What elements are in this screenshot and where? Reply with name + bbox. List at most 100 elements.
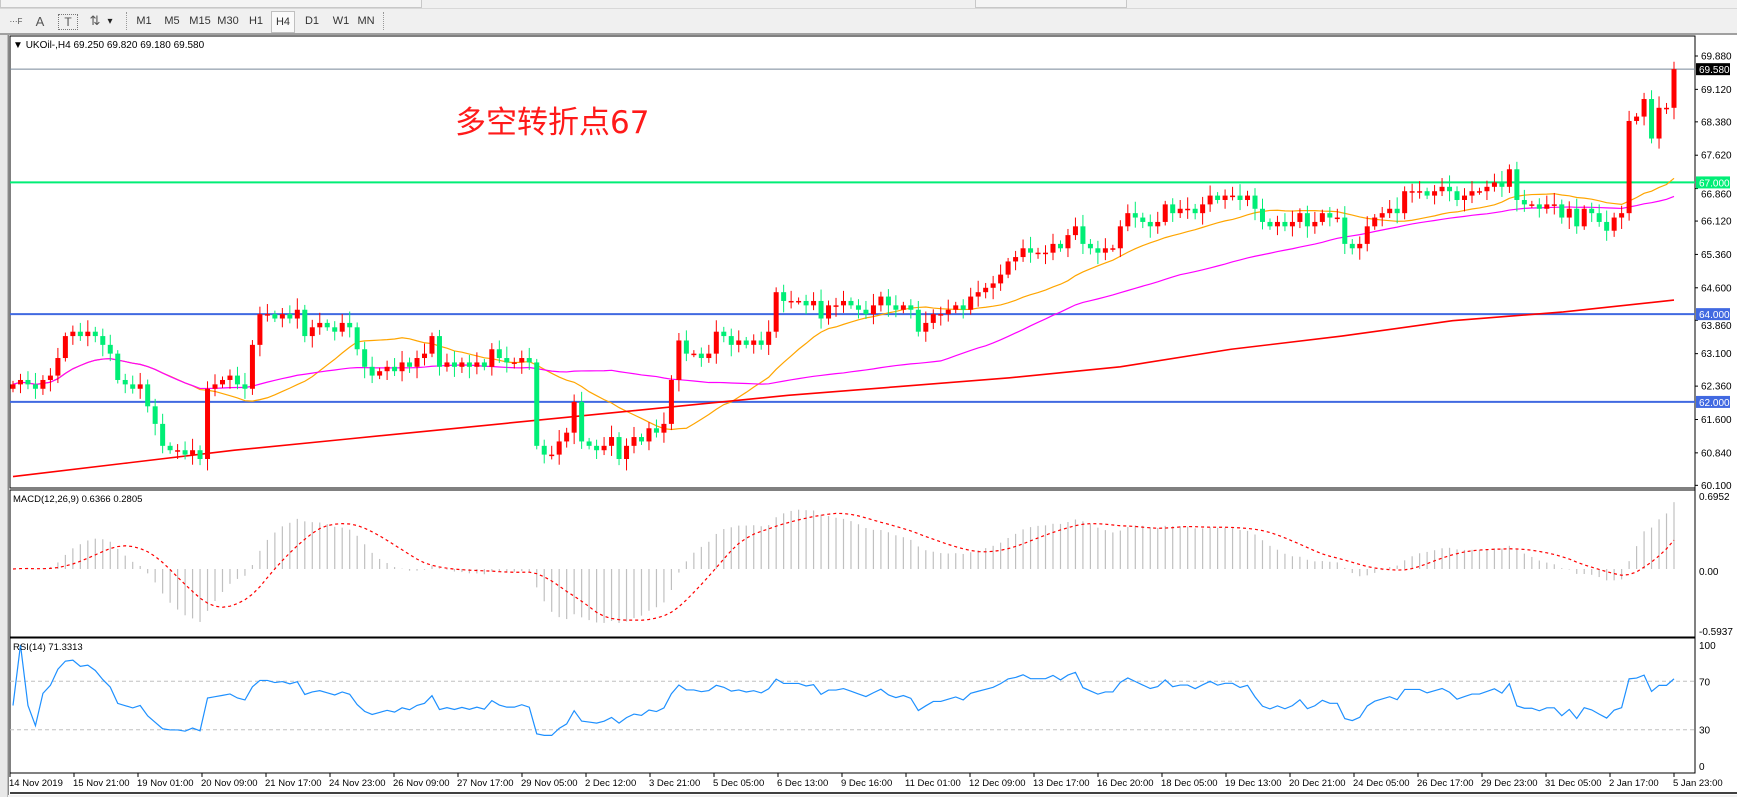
- text-tool-icon[interactable]: A: [35, 13, 45, 29]
- candle-body: [257, 314, 263, 345]
- toolbar-top-row: [0, 0, 1737, 9]
- timeframe-button-h4[interactable]: H4: [271, 11, 295, 33]
- macd-axis-label: 0.00: [1699, 567, 1719, 578]
- candle-body: [736, 340, 742, 345]
- candle-body: [1364, 226, 1370, 244]
- timeframe-button-h1[interactable]: H1: [248, 15, 264, 27]
- candle-body: [1005, 261, 1011, 275]
- candle-body: [92, 331, 98, 337]
- price-line-label: 62.000: [1699, 398, 1730, 409]
- candle-body: [25, 379, 31, 385]
- candle-body: [264, 314, 270, 316]
- left-window-border: [0, 35, 8, 797]
- rsi-pane[interactable]: [9, 637, 1696, 774]
- candle-body: [1185, 208, 1191, 211]
- dropdown-arrow-icon[interactable]: ▾: [107, 15, 113, 27]
- candle-body: [1379, 213, 1385, 218]
- candle-body: [1529, 204, 1535, 206]
- rsi-title: RSI(14) 71.3313: [13, 642, 83, 653]
- candle-body: [556, 441, 562, 455]
- candle-body: [279, 314, 285, 319]
- current-price-tag: [1696, 63, 1730, 76]
- candle-body: [1566, 208, 1572, 218]
- main-pane[interactable]: [9, 35, 1696, 489]
- rsi-axis-label: 30: [1699, 726, 1711, 737]
- chart-canvas[interactable]: 69.880 69.120 68.380 67.620 66.860 66.120 65.3…: [9, 35, 1737, 795]
- candle-body: [1484, 186, 1490, 192]
- candle-body: [1536, 204, 1542, 209]
- candle-body: [893, 305, 899, 310]
- candle-body: [1095, 248, 1101, 253]
- chart-annotation-text[interactable]: 多空转折点67: [455, 105, 650, 141]
- time-axis-label: 20 Nov 09:00: [201, 778, 258, 789]
- candle-body: [1125, 213, 1131, 227]
- candle-body: [653, 428, 659, 433]
- chart-window[interactable]: 69.880 69.120 68.380 67.620 66.860 66.120 65.3…: [8, 35, 1737, 795]
- candle-body: [212, 384, 218, 389]
- candle-body: [773, 292, 779, 332]
- price-axis-label: 63.100: [1701, 349, 1732, 360]
- candle-body: [706, 353, 712, 359]
- candle-body: [564, 432, 570, 442]
- candle-body: [1551, 204, 1557, 206]
- time-axis-label: 27 Nov 17:00: [457, 778, 514, 789]
- candle-body: [1476, 191, 1482, 193]
- candle-body: [998, 274, 1004, 284]
- timeframe-button-mn[interactable]: MN: [357, 15, 375, 27]
- price-axis-label: 66.860: [1701, 189, 1732, 200]
- candle-body: [1372, 217, 1378, 227]
- candle-body: [848, 300, 854, 306]
- candle-body: [549, 454, 555, 457]
- candle-body: [586, 441, 592, 446]
- timeframe-button-d1[interactable]: D1: [304, 15, 320, 27]
- candle-body: [1656, 107, 1662, 139]
- text-label-tool-icon[interactable]: T: [58, 14, 78, 30]
- header-arrow-icon[interactable]: ▼: [13, 40, 26, 51]
- time-axis-label: 3 Dec 21:00: [649, 778, 700, 789]
- candle-body: [1319, 213, 1325, 222]
- candle-body: [923, 322, 929, 332]
- candle-body: [1140, 217, 1146, 222]
- candle-body: [234, 375, 240, 385]
- candle-body: [377, 371, 383, 376]
- candle-body: [55, 358, 61, 376]
- rsi-axis-label: 100: [1699, 641, 1716, 652]
- candle-body: [1252, 195, 1258, 209]
- timeframe-button-m15[interactable]: M15: [189, 15, 211, 27]
- timeframe-button-m5[interactable]: M5: [164, 15, 180, 27]
- candle-body: [1514, 169, 1520, 200]
- candle-body: [392, 366, 398, 372]
- price-axis-label: 69.880: [1701, 52, 1732, 63]
- candle-body: [451, 362, 457, 367]
- time-axis-label: 19 Nov 01:00: [137, 778, 194, 789]
- time-axis-label: 5 Jan 23:00: [1673, 778, 1723, 789]
- timeframe-button-m1[interactable]: M1: [136, 15, 152, 27]
- candle-body: [1604, 221, 1610, 231]
- candle-body: [10, 384, 16, 389]
- candle-body: [145, 384, 151, 407]
- candle-body: [1147, 221, 1153, 227]
- time-axis-label: 15 Nov 21:00: [73, 778, 130, 789]
- time-axis-label: 20 Dec 21:00: [1289, 778, 1346, 789]
- candle-body: [616, 437, 622, 460]
- arrows-tool-icon[interactable]: ⇅: [89, 13, 101, 28]
- candle-body: [399, 362, 405, 372]
- symbol-label: UKOil-,H4: [26, 40, 74, 51]
- candle-body: [1312, 221, 1318, 227]
- toolbar-separator: [383, 12, 386, 30]
- candle-body: [953, 305, 959, 310]
- candle-body: [713, 331, 719, 354]
- time-axis-label: 29 Nov 05:00: [521, 778, 578, 789]
- period-separators-icon[interactable]: ⋯F: [9, 16, 23, 26]
- time-axis-label: 12 Dec 09:00: [969, 778, 1026, 789]
- price-axis-label: 69.120: [1701, 85, 1732, 96]
- timeframe-button-w1[interactable]: W1: [332, 15, 350, 27]
- time-axis-label: 13 Dec 17:00: [1033, 778, 1090, 789]
- price-line-tag: [1696, 176, 1730, 189]
- price-axis-label: 60.840: [1701, 448, 1732, 459]
- candle-body: [908, 305, 914, 310]
- candle-body: [1342, 217, 1348, 244]
- candle-body: [47, 375, 53, 380]
- candle-body: [481, 362, 487, 367]
- timeframe-button-m30[interactable]: M30: [217, 15, 239, 27]
